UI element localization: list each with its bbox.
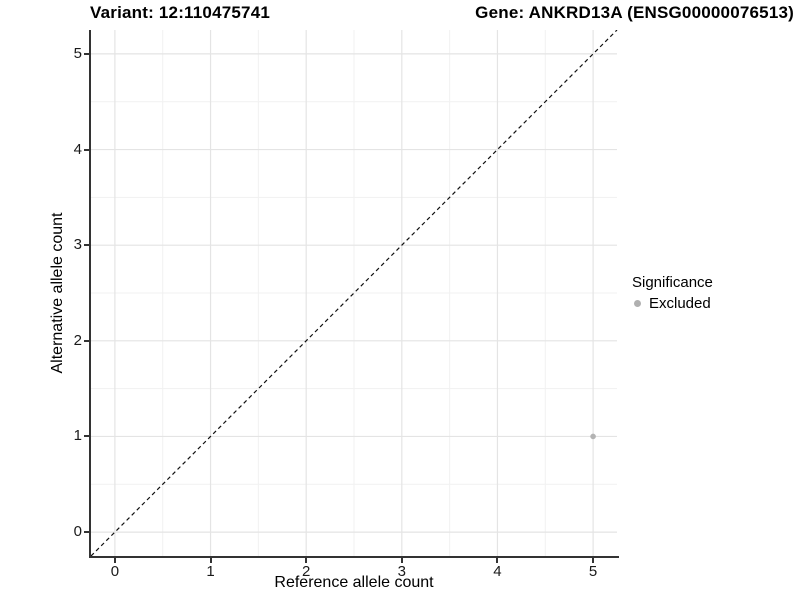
y-tick-label: 3	[73, 236, 82, 254]
x-tick-label: 2	[302, 563, 311, 580]
y-tick-mark	[84, 52, 89, 55]
legend-title: Significance	[632, 274, 713, 291]
plot-title-variant: Variant: 12:110475741	[90, 3, 271, 22]
y-tick-mark	[84, 244, 89, 247]
plot-title-gene: Gene: ANKRD13A (ENSG00000076513)	[475, 3, 794, 22]
plot-canvas	[91, 30, 618, 556]
x-tick-label: 3	[397, 563, 406, 580]
x-tick-mark	[305, 558, 308, 563]
y-tick-label: 1	[73, 427, 82, 445]
legend-item-label: Excluded	[649, 294, 711, 312]
identity-dashed-line	[91, 30, 618, 556]
y-tick-label: 2	[73, 331, 82, 349]
x-tick-mark	[400, 558, 403, 563]
y-tick-label: 5	[73, 44, 82, 62]
y-tick-mark	[84, 531, 89, 534]
legend-items: Excluded	[632, 294, 713, 312]
x-tick-mark	[592, 558, 595, 563]
x-tick-label: 0	[110, 563, 120, 580]
x-tick-label: 5	[588, 563, 598, 580]
x-axis-label: Reference allele count	[274, 574, 434, 591]
x-tick-mark	[496, 558, 499, 563]
y-tick-mark	[84, 148, 89, 151]
data-point	[590, 433, 596, 440]
y-tick-mark	[84, 435, 89, 438]
x-tick-mark	[113, 558, 116, 563]
y-tick-mark	[84, 339, 89, 342]
x-tick-label: 4	[493, 563, 502, 580]
x-tick-mark	[209, 558, 212, 563]
y-tick-label: 4	[73, 140, 82, 158]
legend-key-dot-icon	[634, 299, 641, 307]
legend: Significance Excluded	[632, 274, 713, 312]
plot-panel	[89, 30, 619, 558]
x-tick-label: 1	[206, 563, 215, 580]
y-axis-label: Alternative allele count	[49, 212, 66, 374]
y-tick-label: 0	[73, 523, 82, 541]
legend-item: Excluded	[632, 294, 713, 312]
